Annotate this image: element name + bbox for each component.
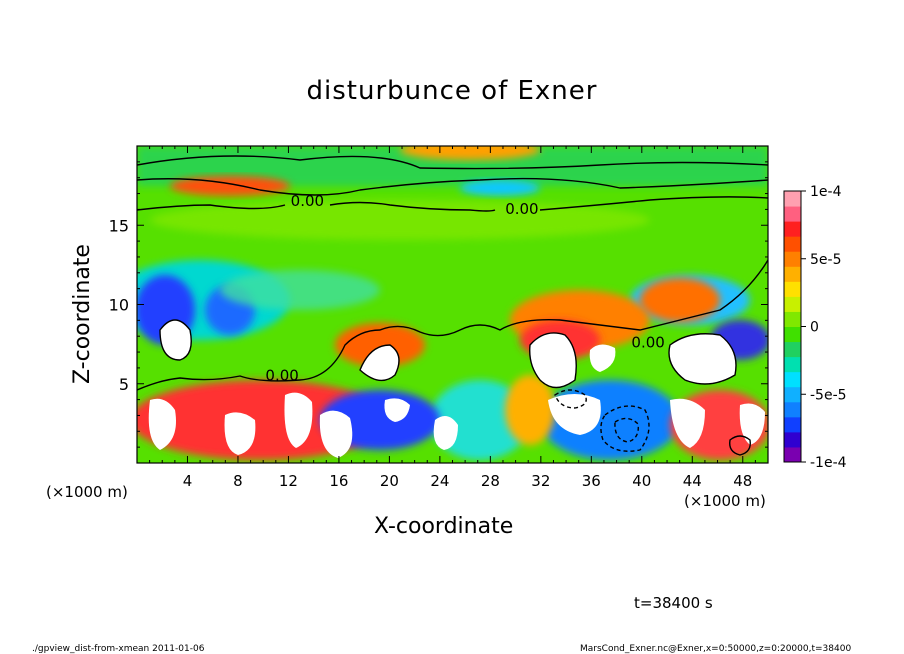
- colorbar-cell: [784, 206, 801, 222]
- colorbar-cell: [784, 266, 801, 282]
- footer-right: MarsCond_Exner.nc@Exner,x=0:50000,z=0:20…: [580, 644, 852, 654]
- colorbar-cell: [784, 371, 801, 388]
- y-tick-label: 15: [109, 216, 129, 235]
- y-ticks: 5 10 15: [109, 161, 768, 448]
- y-axis-label: Z-coordinate: [70, 244, 95, 384]
- y-tick-label: 10: [109, 296, 129, 315]
- contour-labels: 0.00 0.00 0.00 0.00: [265, 192, 664, 384]
- colorbar-cell: [784, 401, 801, 418]
- colorbar-tick-label: 0: [810, 320, 819, 336]
- contour-label: 0.00: [265, 367, 298, 385]
- chart-title: disturbunce of Exner: [306, 76, 598, 106]
- contour-label: 0.00: [505, 200, 538, 218]
- colorbar-tick-label: -5e-5: [810, 387, 847, 403]
- contour-label: 0.00: [631, 333, 664, 351]
- colorbar-cell: [784, 191, 801, 207]
- colorbar-cell: [784, 446, 801, 463]
- x-ticks: 4 8 12 16 20 24 28 32 36 40 44 48: [149, 146, 756, 490]
- colorbar-tick-label: -1e-4: [810, 455, 847, 471]
- field-fill: [137, 146, 768, 463]
- colorbar-cell: [784, 326, 801, 343]
- colorbar-cell: [784, 221, 801, 237]
- colorbar-tick-label: 1e-4: [810, 184, 842, 200]
- colorbar-cell: [784, 356, 801, 373]
- contour-label: 0.00: [291, 192, 324, 210]
- footer-left: ./gpview_dist-from-xmean 2011-01-06: [32, 644, 205, 654]
- time-label: t=38400 s: [634, 594, 713, 612]
- x-tick-label: 40: [632, 472, 651, 490]
- x-tick-label: 32: [531, 472, 550, 490]
- colorbar-cell: [784, 341, 801, 358]
- x-tick-label: 44: [683, 472, 702, 490]
- x-tick-label: 8: [233, 472, 243, 490]
- colorbar-cell: [784, 296, 801, 312]
- y-tick-label: 5: [119, 375, 129, 394]
- colorbar-cell: [784, 416, 801, 433]
- colorbar-cell: [784, 431, 801, 448]
- x-tick-label: 24: [430, 472, 449, 490]
- colorbar: 1e-4 5e-5 0 -5e-5 -1e-4: [783, 184, 847, 471]
- x-unit-right: (×1000 m): [684, 492, 766, 510]
- x-tick-label: 16: [329, 472, 348, 490]
- colorbar-cell: [784, 251, 801, 267]
- x-tick-label: 12: [279, 472, 298, 490]
- x-axis-label: X-coordinate: [374, 514, 514, 539]
- colorbar-cell: [784, 281, 801, 297]
- x-tick-label: 20: [380, 472, 399, 490]
- colorbar-cell: [784, 386, 801, 403]
- colorbar-cell: [784, 236, 801, 252]
- contour-lines: [137, 155, 768, 456]
- x-tick-label: 36: [582, 472, 601, 490]
- x-tick-label: 28: [481, 472, 500, 490]
- x-tick-label: 48: [733, 472, 752, 490]
- colorbar-cell: [784, 311, 801, 327]
- x-tick-label: 4: [183, 472, 193, 490]
- colorbar-tick-label: 5e-5: [810, 252, 841, 268]
- x-unit-left: (×1000 m): [46, 483, 128, 501]
